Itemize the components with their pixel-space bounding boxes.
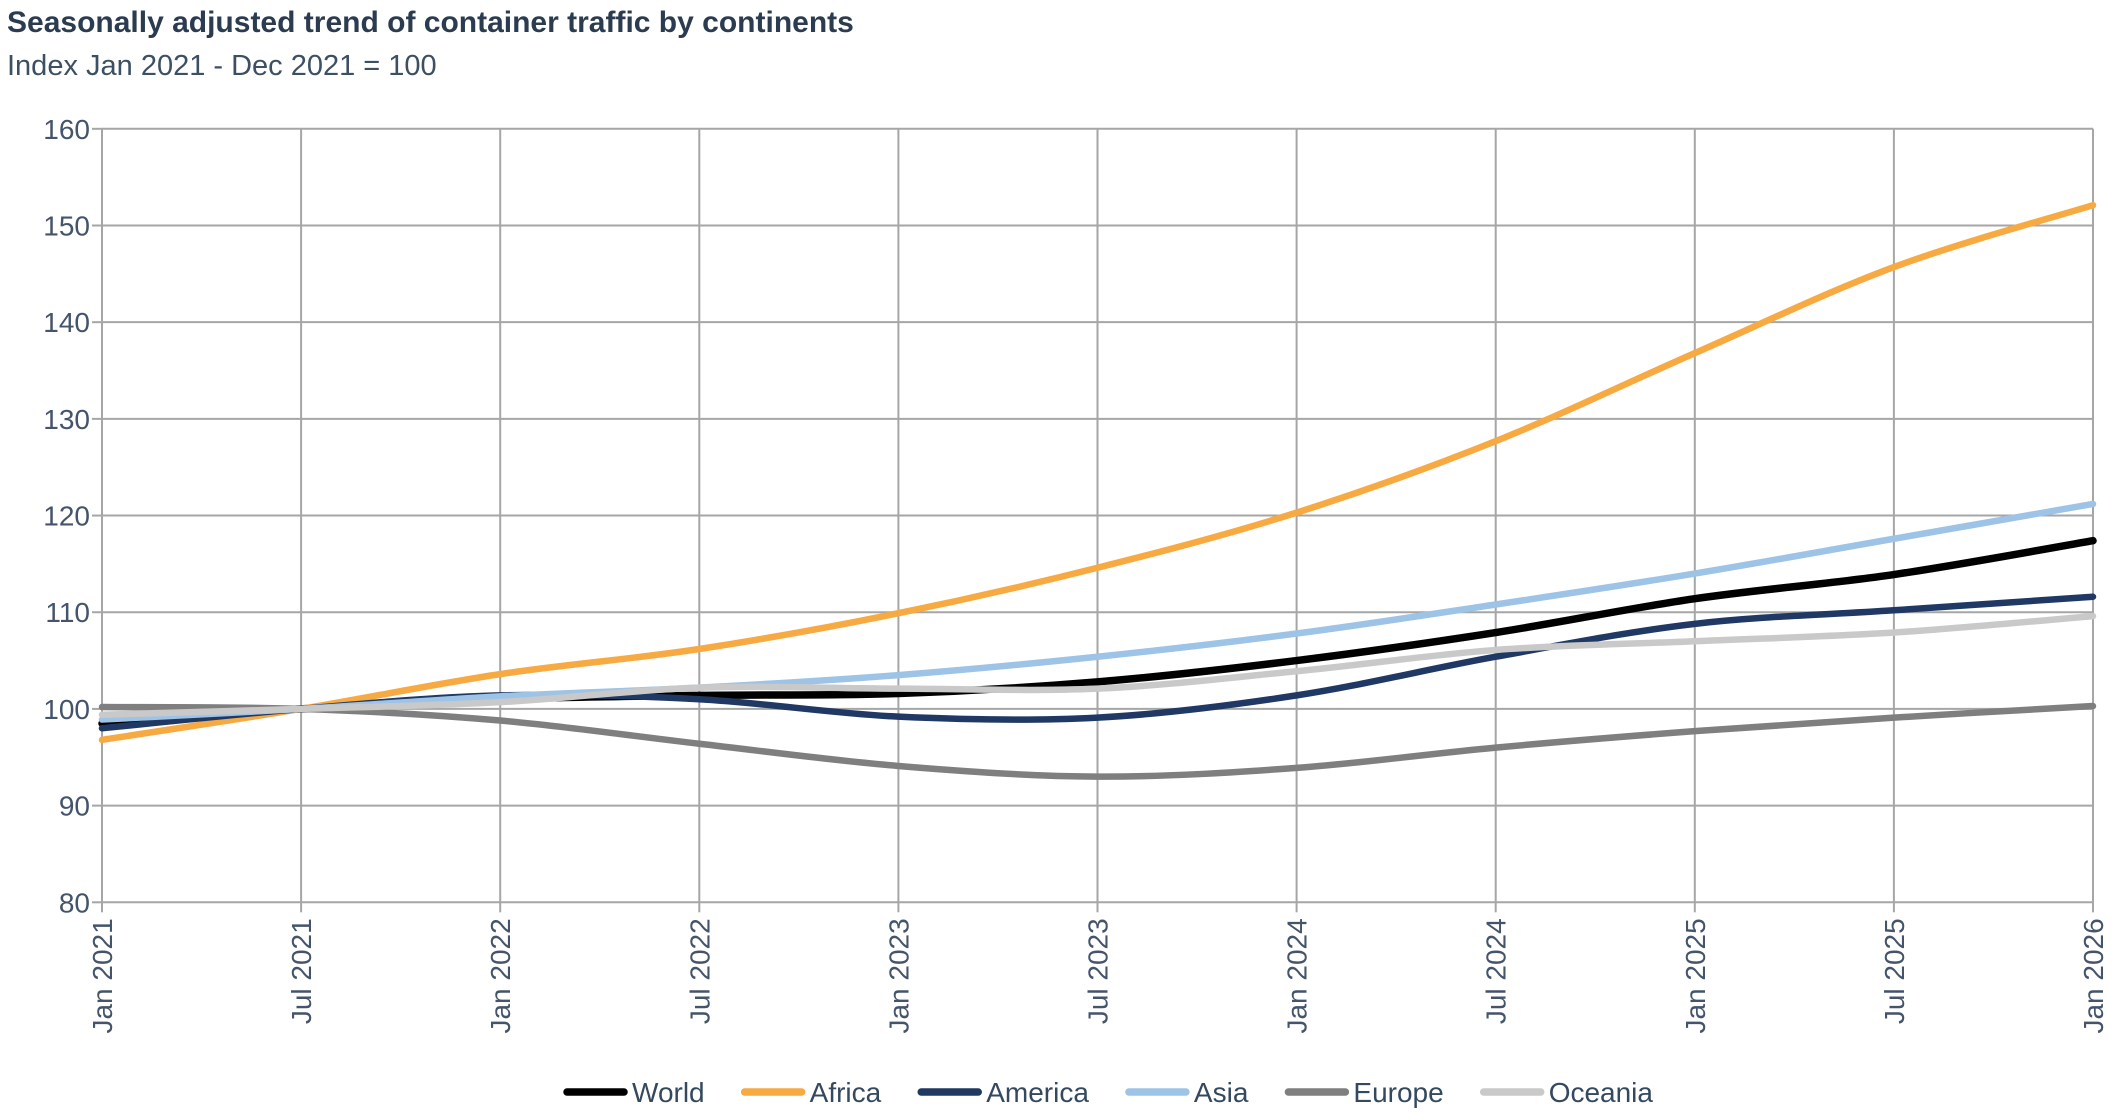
series-line-africa <box>98 201 2097 744</box>
x-axis-label: Jan 2024 <box>1282 918 1313 1033</box>
y-axis-label: 110 <box>45 597 90 628</box>
plot-area: 80 90 100 110 120 130 140 150 160 Jan 2021 Jul 202… <box>43 114 2109 1034</box>
y-axis-label: 90 <box>59 791 90 822</box>
x-axis-label: Jan 2025 <box>1680 918 1711 1033</box>
legend: World Africa America Asia Europe Oceania <box>563 1077 1654 1108</box>
y-axis-label: 120 <box>43 501 90 532</box>
y-axis-label: 130 <box>43 404 90 435</box>
series-lines <box>98 201 2097 780</box>
y-axis-label: 150 <box>43 210 90 241</box>
x-axis-label: Jan 2021 <box>87 918 118 1033</box>
chart-title: Seasonally adjusted trend of container t… <box>7 6 854 39</box>
x-axis-label: Jan 2022 <box>485 918 516 1033</box>
x-axis-label: Jan 2023 <box>883 918 914 1033</box>
legend-label: Europe <box>1353 1077 1443 1108</box>
legend-item-oceania: Oceania <box>1479 1077 1654 1108</box>
legend-item-asia: Asia <box>1125 1077 1249 1108</box>
y-axis-label: 100 <box>43 694 90 725</box>
legend-item-world: World <box>563 1077 705 1108</box>
legend-label: Asia <box>1194 1077 1249 1108</box>
legend-item-africa: Africa <box>740 1077 882 1108</box>
gridlines <box>92 127 2094 913</box>
legend-item-europe: Europe <box>1284 1077 1444 1108</box>
x-axis-label: Jul 2022 <box>684 918 715 1024</box>
x-axis-label: Jul 2021 <box>286 918 317 1024</box>
y-axis-label: 160 <box>43 114 90 145</box>
axis-labels: 80 90 100 110 120 130 140 150 160 Jan 2021 Jul 202… <box>43 114 2109 1034</box>
legend-label: Africa <box>810 1077 882 1108</box>
series-line-oceania <box>98 612 2097 718</box>
series-line-asia <box>98 500 2097 723</box>
y-axis-label: 140 <box>43 307 90 338</box>
legend-label: America <box>986 1077 1089 1108</box>
x-axis-label: Jul 2025 <box>1879 918 1910 1024</box>
x-axis-label: Jul 2024 <box>1481 918 1512 1024</box>
legend-item-america: America <box>917 1077 1089 1108</box>
x-axis-label: Jan 2026 <box>2078 918 2109 1033</box>
y-axis-label: 80 <box>59 887 90 918</box>
x-axis-label: Jul 2023 <box>1083 918 1114 1024</box>
series-line-europe <box>98 702 2097 780</box>
legend-label: Oceania <box>1549 1077 1654 1108</box>
chart-subtitle: Index Jan 2021 - Dec 2021 = 100 <box>7 50 437 82</box>
legend-label: World <box>632 1077 705 1108</box>
